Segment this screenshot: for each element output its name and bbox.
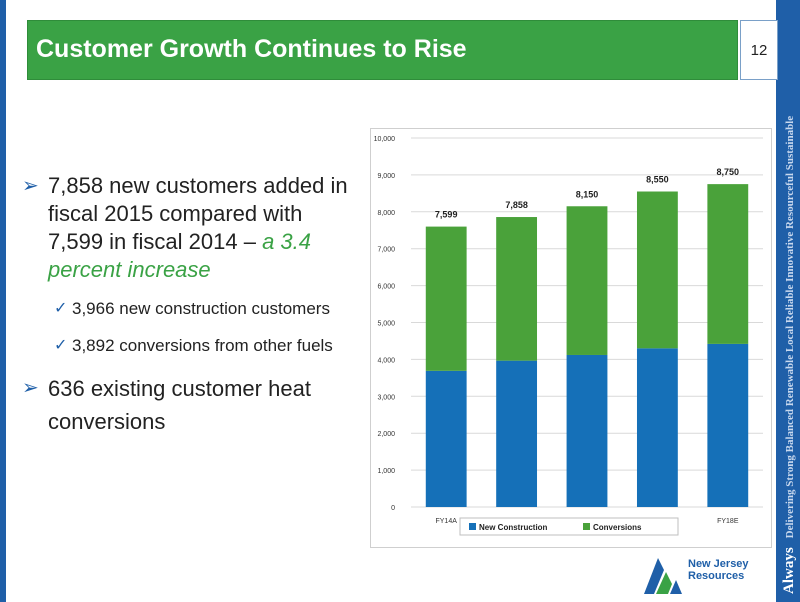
y-tick-label: 6,000	[377, 284, 395, 291]
side-banner-text: Always Delivering Strong Balanced Renewa…	[778, 4, 798, 594]
logo-line-2: Resources	[688, 570, 745, 582]
checkmark-icon: ✓	[54, 300, 68, 317]
bar-conversions	[496, 217, 538, 361]
legend-swatch-new-construction	[469, 523, 476, 530]
y-tick-label: 2,000	[377, 431, 395, 438]
legend-box	[459, 517, 679, 536]
company-logo: New Jersey Resources	[640, 554, 760, 596]
left-accent-stripe	[0, 0, 6, 602]
logo-text: New Jersey Resources	[688, 558, 749, 582]
bullet-2: ➢ 636 existing customer heat conversions	[22, 372, 362, 438]
bar-new-construction	[707, 343, 749, 507]
bar-conversions	[425, 226, 467, 371]
bar-conversions	[636, 191, 678, 349]
arrow-bullet-icon: ➢	[22, 175, 39, 197]
y-tick-label: 3,000	[377, 394, 395, 401]
bar-new-construction	[496, 360, 538, 507]
logo-mark-icon	[644, 558, 682, 594]
legend-label: Conversions	[593, 523, 642, 532]
bar-total-label: 8,550	[646, 175, 669, 185]
y-tick-label: 10,000	[374, 136, 396, 143]
legend-label: New Construction	[479, 523, 548, 532]
bar-new-construction	[636, 348, 678, 507]
y-tick-label: 7,000	[377, 247, 395, 254]
y-tick-label: 8,000	[377, 210, 395, 217]
sub-bullet-2-text: 3,892 conversions from other fuels	[72, 336, 333, 355]
bullet-list: ➢ 7,858 new customers added in fiscal 20…	[22, 172, 362, 438]
x-tick-label: FY18E	[717, 518, 739, 525]
bullet-1-accent: a 3.4 percent increase	[48, 229, 311, 282]
bar-conversions	[707, 184, 749, 344]
slide-title: Customer Growth Continues to Rise	[36, 35, 467, 63]
bar-new-construction	[566, 354, 608, 507]
y-tick-label: 9,000	[377, 173, 395, 180]
y-tick-label: 5,000	[377, 321, 395, 328]
title-bar: Customer Growth Continues to Rise	[27, 20, 738, 80]
sub-bullet-2: ✓ 3,892 conversions from other fuels	[54, 333, 362, 358]
sub-bullet-1-text: 3,966 new construction customers	[72, 299, 330, 318]
side-banner: Always Delivering Strong Balanced Renewa…	[776, 0, 800, 602]
logo-line-1: New Jersey	[688, 558, 749, 570]
x-tick-label: FY14A	[435, 518, 457, 525]
y-tick-label: 1,000	[377, 468, 395, 475]
side-banner-strong: Always	[781, 547, 797, 594]
arrow-bullet-icon: ➢	[22, 377, 39, 399]
bar-total-label: 8,150	[576, 189, 599, 199]
checkmark-icon: ✓	[54, 337, 68, 354]
y-tick-label: 4,000	[377, 357, 395, 364]
bar-total-label: 8,750	[717, 167, 740, 177]
page-number: 12	[740, 20, 778, 80]
bullet-1: ➢ 7,858 new customers added in fiscal 20…	[22, 172, 362, 284]
customer-growth-chart: 0 1,000 2,000 3,000 4,000 5,000 6,000 7,000 8,00…	[370, 128, 772, 548]
side-banner-tagline: Delivering Strong Balanced Renewable Loc…	[784, 116, 796, 539]
bullet-1-text: 7,858 new customers added in fiscal 2015…	[48, 173, 348, 282]
chart-svg: 0 1,000 2,000 3,000 4,000 5,000 6,000 7,000 8,00…	[374, 136, 763, 536]
bar-total-label: 7,858	[505, 200, 528, 210]
bullet-2-text: 636 existing customer heat conversions	[48, 376, 311, 434]
bar-total-label: 7,599	[435, 210, 458, 220]
y-tick-label: 0	[391, 505, 395, 512]
svg-text:Always Delivering Stro: Always Delivering Strong Balanced Renewa…	[780, 116, 797, 594]
bar-conversions	[566, 206, 608, 355]
legend-swatch-conversions	[583, 523, 590, 530]
sub-bullet-1: ✓ 3,966 new construction customers	[54, 296, 362, 321]
bar-new-construction	[425, 370, 467, 507]
